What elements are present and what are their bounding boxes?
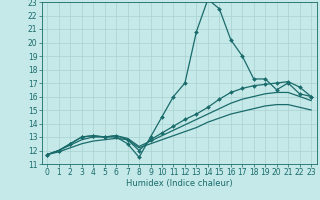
X-axis label: Humidex (Indice chaleur): Humidex (Indice chaleur) xyxy=(126,179,233,188)
